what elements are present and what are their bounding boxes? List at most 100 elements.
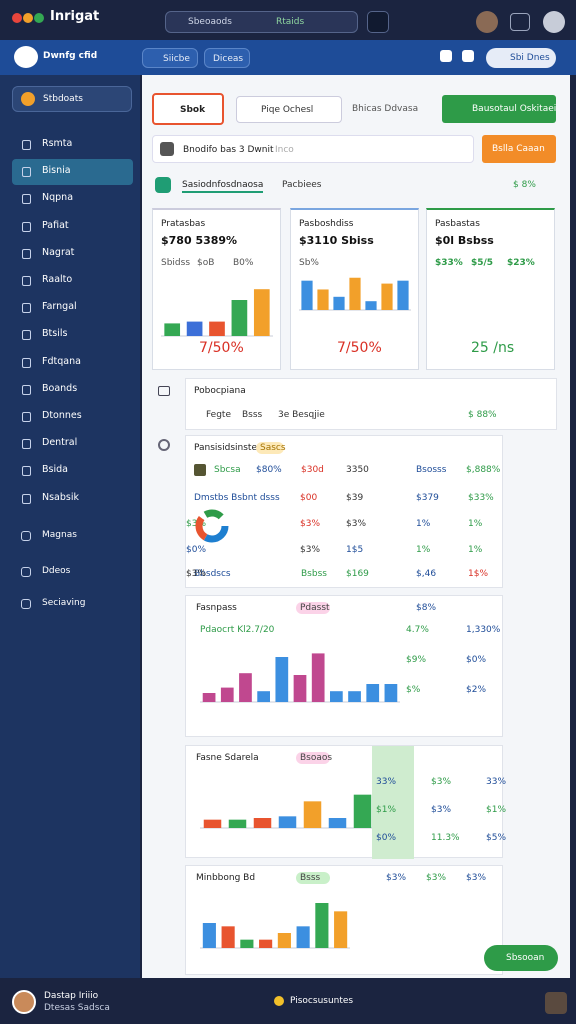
sidebar (0, 75, 140, 978)
selector-avatar (21, 92, 35, 106)
bar (220, 687, 234, 702)
sidebar-group-label: Ddeos (42, 566, 71, 576)
window-dot (12, 13, 22, 23)
link[interactable]: Bhicas Ddvasa (352, 104, 419, 114)
bar-chart (200, 653, 400, 703)
table-cell: $3% (346, 519, 367, 529)
sidebar-item[interactable]: Rsmta (12, 132, 133, 158)
search-text: Sbeoaods (188, 17, 232, 27)
sidebar-item[interactable]: Raalto (12, 268, 133, 294)
action-button[interactable]: Bslla Caaan (482, 135, 556, 163)
bar (239, 673, 252, 702)
chart-panel: Fasnpass Pdasst Pdaocrt Kl2.7/20 $8% 4.7% 1,3… (185, 595, 503, 737)
card-big: 7/50% (199, 340, 244, 356)
fab[interactable]: Sbsooan (484, 945, 558, 971)
bar (186, 321, 203, 336)
search-avatar (160, 142, 174, 156)
card-title: Pratasbas (161, 219, 206, 229)
sidebar-item-label: Dentral (42, 437, 78, 449)
info-panel: Pobocpiana Fegte Bsss 3e Besqjie $ 88% (185, 378, 557, 430)
sidebar-item[interactable]: Dentral (12, 431, 133, 457)
card-legend: B0% (233, 258, 254, 268)
chart-right-value: 33% (486, 777, 507, 787)
bar (334, 911, 348, 948)
nav-tab[interactable]: Siicbe (142, 48, 198, 68)
sidebar-item[interactable]: Farngal (12, 295, 133, 321)
primary-button[interactable]: Bausotaul Oskitaei (442, 95, 556, 123)
tag: Sascs (256, 442, 286, 454)
bar (257, 691, 270, 702)
sidebar-group[interactable]: SeciavingSeciaving (12, 594, 133, 614)
sidebar-group[interactable]: DdeosDdeos (12, 562, 133, 582)
footer-avatar (12, 990, 36, 1014)
chart-title: Fasne Sdarela (196, 753, 259, 763)
bar (202, 923, 216, 948)
footer-avatar (545, 992, 567, 1014)
sidebar-selector[interactable]: Stbdoats (12, 86, 132, 112)
table-panel: Pansisidsinsted Sascs Sbcsa $80% $30d 3350 Bso… (185, 435, 503, 588)
tab[interactable]: Sbok (152, 93, 224, 125)
sidebar-item-label: Raalto (42, 274, 73, 285)
table-cell: $3% (300, 519, 321, 529)
group-icon (21, 599, 31, 609)
sidebar-item[interactable]: Boands (12, 377, 133, 403)
sidebar-group-label: Seciaving (42, 598, 86, 608)
bar (317, 289, 329, 310)
icon-button[interactable] (367, 11, 389, 33)
sidebar-item[interactable]: Btsils (12, 322, 133, 348)
card-big: 7/50% (337, 340, 382, 356)
icon (510, 13, 530, 31)
search-field[interactable]: Bnodifo bas 3 Dwnit Inco (152, 135, 474, 163)
brand-logo (14, 46, 38, 68)
stat-card: Pasboshdiss $3110 Sbiss Sb% 7/50% (290, 208, 419, 370)
bar (349, 277, 361, 310)
table-cell: Sbcsa (214, 465, 241, 475)
card-big: 25 /ns (471, 340, 515, 356)
item-icon (22, 357, 31, 368)
selector-text: Stbdoats (43, 94, 83, 104)
bar (209, 321, 225, 336)
search-text: Bnodifo bas 3 Dwnit (183, 145, 274, 155)
bar (221, 926, 235, 948)
chart-right-value: 1,330% (466, 625, 501, 635)
item-icon (22, 384, 31, 395)
sidebar-group[interactable]: MagnasMagnas (12, 526, 133, 546)
sidebar-item-label: Nsabsik (42, 491, 79, 503)
footer-user: Dastap Iriiio (44, 991, 99, 1001)
table-cell: $39 (346, 493, 364, 503)
chart-panel: Minbbong Bd Bsss $3% $3% $3% (185, 865, 503, 975)
item-icon (22, 276, 31, 286)
settings-icon[interactable] (543, 11, 565, 33)
nav-pill[interactable]: Sbi Dnes (486, 48, 556, 68)
sidebar-item[interactable]: Nqpna (12, 186, 133, 212)
chart-right-value: $1% (486, 805, 507, 815)
chart-right-value: $% (406, 685, 421, 695)
sidebar-item[interactable]: Nagrat (12, 241, 133, 267)
section-stat: $ 8% (513, 180, 536, 190)
table-cell: 1% (468, 545, 483, 555)
fab-label: Sbsooan (506, 953, 545, 963)
info-stat: $ 88% (468, 410, 497, 420)
group-icon (21, 567, 31, 577)
item-icon (22, 330, 31, 341)
bar (253, 818, 272, 828)
sidebar-item[interactable]: Dtonnes (12, 404, 133, 430)
bar (381, 283, 393, 310)
card-value: $3110 Sbiss (299, 234, 374, 247)
nav-right: Sbi Dnes (510, 53, 550, 63)
sidebar-item[interactable]: Fdtqana (12, 350, 133, 376)
sidebar-item-label: Fdtqana (42, 355, 81, 367)
status-dot (274, 996, 284, 1006)
nav-tab-label: Diceas (213, 54, 244, 64)
donut-ring (195, 509, 229, 543)
sidebar-item[interactable]: Nsabsik (12, 486, 133, 512)
nav-tab[interactable]: Diceas (204, 48, 250, 68)
chart-right-value: $3% (466, 873, 487, 883)
filter[interactable]: Piqe Ochesl (236, 96, 342, 123)
sidebar-item[interactable]: Bisnia (12, 159, 133, 186)
sidebar-item[interactable]: Bsida (12, 458, 133, 484)
sidebar-item[interactable]: Pafiat (12, 214, 133, 240)
search-box[interactable]: Sbeoaods Rtaids (165, 11, 358, 33)
row-avatar (194, 464, 206, 476)
chart-right-value: $3% (431, 805, 452, 815)
